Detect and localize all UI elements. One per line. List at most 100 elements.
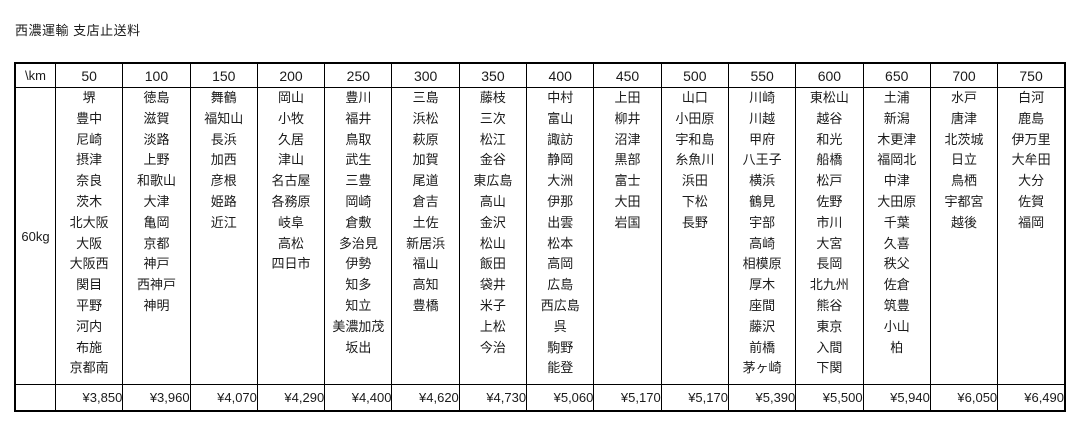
city-name: 高知 [412,277,439,293]
city-name: 金谷 [479,152,506,168]
city-name: 木更津 [877,131,917,147]
city-list-row: 60kg 堺豊中 尼崎 摂津 奈良 茨木 北大阪 大阪 大阪西 関目 平野 河内 布施 京都南 徳島 滋賀淡… [14,87,1066,385]
city-name: 奈良 [76,173,103,189]
city-name: 中津 [883,173,910,189]
weight-label: 60kg [14,87,56,385]
city-name: 大洲 [547,173,574,189]
city-cell-600: 東松山 越谷 和光 船橋 松戸 佐野 市川 大宮 長岡 北九州 熊谷 東京 入間 下関 [795,87,864,385]
city-name: 千葉 [883,214,910,230]
page-title: 西濃運輸 支店止送料 [15,23,141,38]
price-cell-500: ¥5,170 [660,384,729,412]
city-name: 茅ヶ崎 [742,360,782,376]
city-cell-400: 中村 富山 諏訪 静岡 大洲 伊那 出雲 松本 高岡 広島 西広島呉駒野 能登 [526,87,595,385]
city-name: 宇都宮 [944,193,984,209]
city-name: 倉吉 [412,193,439,209]
price-cell-250: ¥4,400 [324,384,393,412]
city-name: 今治 [479,339,506,355]
city-name: 豊中 [76,110,103,126]
city-cell-50: 堺豊中 尼崎 摂津 奈良 茨木 北大阪 大阪 大阪西 関目 平野 河内 布施 京都南 [54,87,124,385]
price-cell-650: ¥5,940 [862,384,931,412]
city-name: 鹿島 [1018,110,1045,126]
city-name: 福井 [345,110,372,126]
city-name: 上野 [143,152,170,168]
city-name: 坂出 [345,339,372,355]
city-name: 倉敷 [345,214,372,230]
city-name: 下松 [681,193,708,209]
city-name: 熊谷 [816,297,843,313]
city-name: 神戸 [143,256,170,272]
price-cell-450: ¥5,170 [593,384,662,412]
city-name: 四日市 [271,256,311,272]
distance-header-150: 150 [189,62,258,88]
city-cell-300: 三島 浜松 萩原 加賀 尾道 倉吉 土佐 新居浜 福山 高知 豊橋 [391,87,460,385]
city-name: 関目 [76,277,103,293]
city-name: 水戸 [951,90,978,105]
city-name: 知立 [345,297,372,313]
city-name: 豊橋 [412,297,439,313]
city-name: 北茨城 [944,131,984,147]
city-name: 三豊 [345,173,372,189]
city-name: 黒部 [614,152,641,168]
city-name: 北九州 [809,277,849,293]
city-name: 加賀 [412,152,439,168]
distance-header-750: 750 [997,62,1066,88]
city-name: 彦根 [210,173,237,189]
city-name: 佐賀 [1018,193,1045,209]
city-name: 船橋 [816,152,843,168]
city-name: 日立 [951,152,978,168]
city-name: 小田原 [675,110,715,126]
city-name: 茨木 [76,193,103,209]
shipping-rate-table: \km 50 100 150 200 250 300 350 400 450 500 550 600 6… [14,62,1066,412]
city-name: 横浜 [749,173,776,189]
city-name: 鳥取 [345,131,372,147]
city-cell-750: 白河 鹿島 伊万里 大牟田 大分 佐賀 福岡 [997,87,1066,385]
city-name: 伊万里 [1011,131,1051,147]
city-name: 市川 [816,214,843,230]
distance-header-300: 300 [391,62,460,88]
city-name: 津山 [278,152,305,168]
city-name: 各務原 [271,193,311,209]
city-name: 柳井 [614,110,641,126]
city-name: 松本 [547,235,574,251]
city-cell-250: 豊川 福井 鳥取 武生 三豊 岡崎 倉敷 多治見 伊勢 知多 知立 美濃加茂 坂出 [324,87,393,385]
city-name: 広島 [547,277,574,293]
distance-header-450: 450 [593,62,662,88]
city-cell-100: 徳島 滋賀 淡路 上野 和歌山 大津 亀岡 京都 神戸 西神戸 神明 [122,87,191,385]
city-cell-450: 上田 柳井 沼津 黒部 富士 大田 岩国 [593,87,662,385]
city-name: 淡路 [143,131,170,147]
city-name: 呉 [553,318,567,334]
city-name: 土浦 [883,90,910,105]
city-name: 土佐 [412,214,439,230]
city-name: 唐津 [951,110,978,126]
city-name: 伊勢 [345,256,372,272]
city-name: 浜田 [681,173,708,189]
city-name: 能登 [547,360,574,376]
city-name: 長野 [681,214,708,230]
city-name: 滋賀 [143,110,170,126]
city-cell-350: 藤枝 三次 松江 金谷 東広島 高山 金沢 松山 飯田 袋井 米子 上松 今治 [458,87,528,385]
city-name: 出雲 [547,214,574,230]
city-name: 福岡 [1018,214,1045,230]
city-name: 岡崎 [345,193,372,209]
city-name: 鳥栖 [951,173,978,189]
city-name: 新潟 [883,110,910,126]
city-name: 高岡 [547,256,574,272]
city-name: 東京 [816,318,843,334]
distance-header-500: 500 [660,62,729,88]
city-name: 浜松 [412,110,439,126]
city-cell-550: 川崎 川越 甲府 八王子 横浜 鶴見 宇部 高崎 相模原 厚木 座間 藤沢 前橋 茅ヶ崎 [727,87,797,385]
city-name: 藤枝 [479,90,506,105]
city-name: 松江 [479,131,506,147]
city-name: 和歌山 [136,173,176,189]
city-name: 越谷 [816,110,843,126]
city-name: 京都 [143,235,170,251]
city-name: 袋井 [479,277,506,293]
city-name: 長浜 [210,131,237,147]
city-name: 神明 [143,297,170,313]
price-cell-350: ¥4,730 [458,384,528,412]
city-cell-650: 土浦 新潟 木更津 福岡北 中津 大田原 千葉 久喜 秩父 佐倉 筑豊 小山柏 [862,87,931,385]
city-name: 駒野 [547,339,574,355]
city-name: 布施 [76,339,103,355]
price-cell-550: ¥5,390 [727,384,797,412]
city-name: 大阪西 [69,256,109,272]
